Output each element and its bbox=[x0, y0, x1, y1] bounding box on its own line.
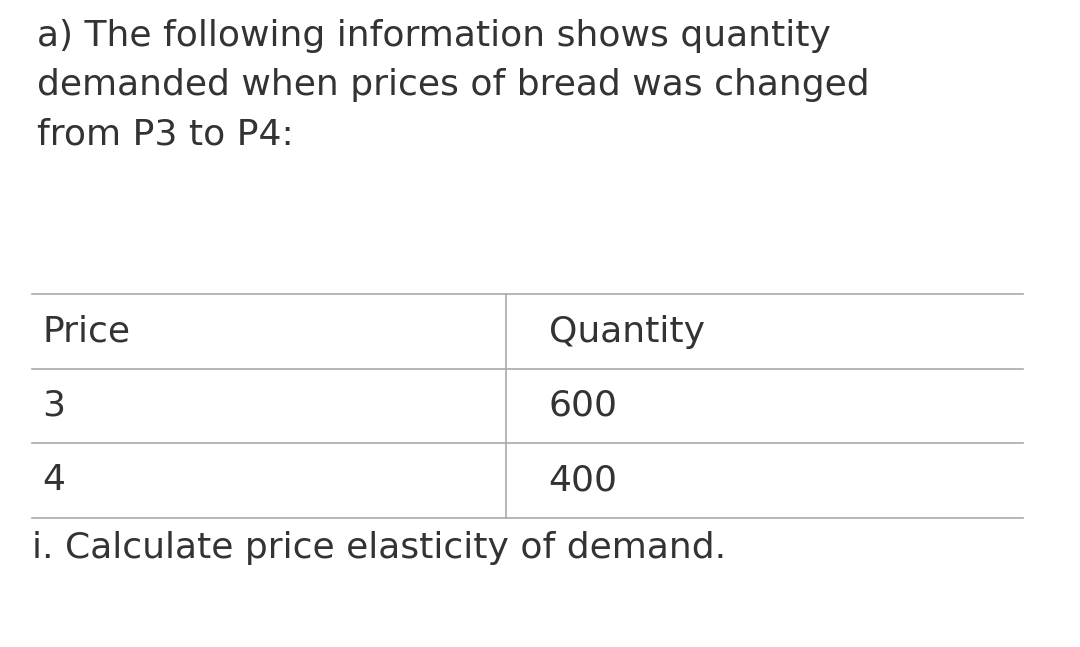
Text: 400: 400 bbox=[549, 463, 618, 498]
Text: 4: 4 bbox=[42, 463, 65, 498]
Text: Price: Price bbox=[42, 314, 131, 349]
Text: 600: 600 bbox=[549, 389, 618, 423]
Text: Quantity: Quantity bbox=[549, 314, 704, 349]
Text: 3: 3 bbox=[42, 389, 65, 423]
Text: i. Calculate price elasticity of demand.: i. Calculate price elasticity of demand. bbox=[31, 531, 726, 565]
Text: a) The following information shows quantity
demanded when prices of bread was ch: a) The following information shows quant… bbox=[37, 19, 869, 151]
